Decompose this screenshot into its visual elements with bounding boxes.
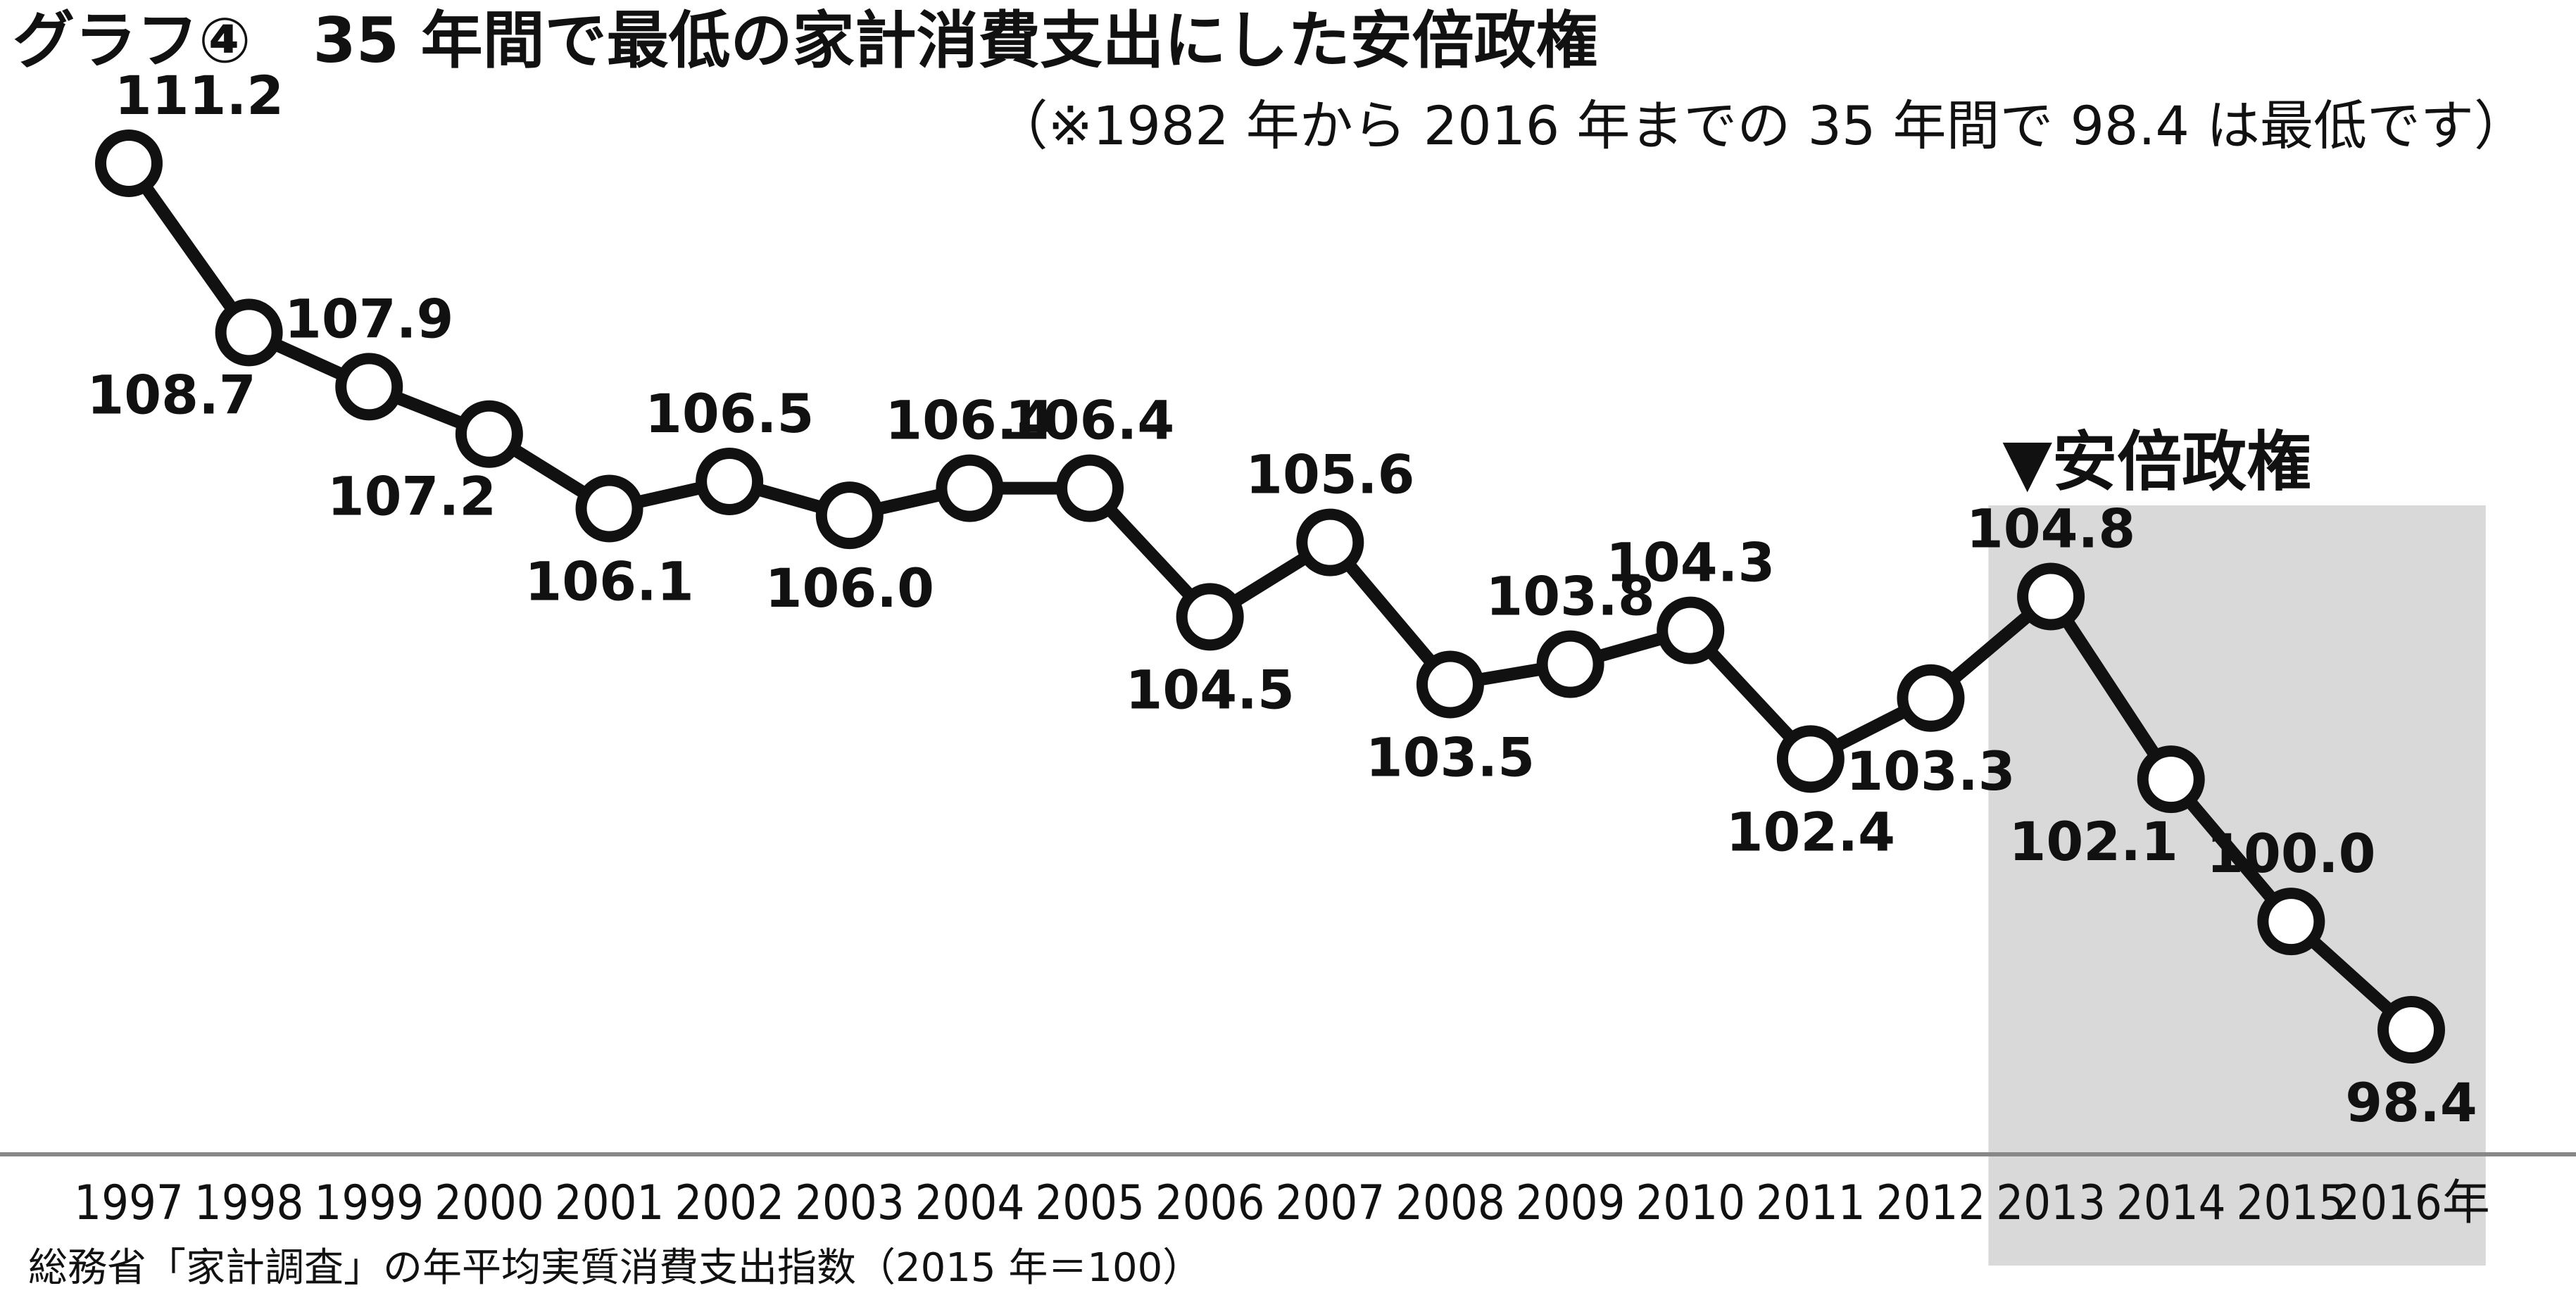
x-tick-label-1997: 1997 <box>74 1175 184 1231</box>
x-tick-label-1998: 1998 <box>194 1175 304 1231</box>
data-label-2001: 106.1 <box>524 550 693 612</box>
data-point-2011 <box>1776 725 1845 793</box>
data-point-2005 <box>1056 454 1124 522</box>
x-tick-label-2009: 2009 <box>1516 1175 1626 1231</box>
data-label-2005: 106.4 <box>1005 389 1174 452</box>
data-point-2012 <box>1897 664 1965 732</box>
x-tick-label-2000: 2000 <box>434 1175 544 1231</box>
x-tick-label-2005: 2005 <box>1035 1175 1145 1231</box>
x-tick-label-2012: 2012 <box>1876 1175 1986 1231</box>
x-tick-label-2007: 2007 <box>1275 1175 1385 1231</box>
x-tick-layer: 1997 1998 1999 2000 2001 2002 2003 2004 2005 2006… <box>74 1175 2490 1231</box>
data-label-2000: 107.2 <box>327 465 496 528</box>
data-point-2001 <box>575 474 643 543</box>
data-label-1997: 111.2 <box>115 64 284 127</box>
data-label-1999: 107.9 <box>284 287 453 350</box>
data-point-2003 <box>815 481 884 550</box>
data-label-2010: 104.3 <box>1606 531 1775 594</box>
data-label-2012: 103.3 <box>1846 740 2015 802</box>
x-tick-label-1999: 1999 <box>314 1175 424 1231</box>
x-tick-label-2013: 2013 <box>1996 1175 2106 1231</box>
data-label-1998: 108.7 <box>87 363 256 426</box>
data-point-2006 <box>1176 583 1244 651</box>
x-tick-label-2010: 2010 <box>1635 1175 1745 1231</box>
data-label-layer: 111.2 108.7 107.9 107.2 106.1 106.5 106.0 106.4… <box>87 64 2477 1134</box>
data-point-1997 <box>95 130 163 197</box>
x-tick-label-2014: 2014 <box>2116 1175 2226 1231</box>
data-label-2007: 105.6 <box>1245 443 1414 506</box>
data-point-2015 <box>2257 888 2325 956</box>
data-label-2015: 100.0 <box>2206 822 2375 885</box>
data-label-2014: 102.1 <box>2009 810 2178 873</box>
x-tick-label-2001: 2001 <box>555 1175 665 1231</box>
chart-title: グラフ④ 35 年間で最低の家計消費支出にした安倍政権 <box>13 4 1598 77</box>
data-label-2006: 104.5 <box>1125 658 1294 721</box>
data-label-2011: 102.4 <box>1726 800 1895 863</box>
data-point-2010 <box>1657 596 1725 664</box>
data-point-2016 <box>2377 996 2445 1064</box>
x-tick-label-2004: 2004 <box>915 1175 1025 1231</box>
source-note: 総務省「家計調査」の年平均実質消費支出指数（2015 年＝100） <box>28 1245 1202 1291</box>
chart-subtitle: （※1982 年から 2016 年までの 35 年間で 98.4 は最低です） <box>994 94 2527 157</box>
x-tick-label-2011: 2011 <box>1756 1175 1866 1231</box>
data-label-2004: 106.4 <box>885 389 1054 452</box>
data-point-2000 <box>455 400 523 468</box>
data-label-2003: 106.0 <box>765 557 934 619</box>
data-point-2004 <box>936 454 1004 522</box>
data-label-2008: 103.5 <box>1366 726 1535 789</box>
data-point-1998 <box>215 298 283 367</box>
data-point-2013 <box>2017 562 2085 631</box>
x-tick-label-2008: 2008 <box>1395 1175 1505 1231</box>
marker-layer <box>95 130 2445 1064</box>
data-label-2009: 103.8 <box>1485 565 1654 628</box>
data-point-2009 <box>1536 630 1604 698</box>
x-tick-label-2006: 2006 <box>1155 1175 1265 1231</box>
data-point-2002 <box>696 448 764 516</box>
data-point-1999 <box>335 353 403 421</box>
x-tick-label-2003: 2003 <box>795 1175 905 1231</box>
x-tick-label-2016: 2016年 <box>2332 1175 2490 1231</box>
data-point-2007 <box>1296 508 1364 576</box>
x-tick-label-2015: 2015 <box>2237 1175 2346 1231</box>
abe-administration-label: ▼安倍政権 <box>2002 424 2311 500</box>
data-label-2016: 98.4 <box>2345 1071 2477 1134</box>
data-label-2002: 106.5 <box>645 382 814 445</box>
data-point-2014 <box>2137 745 2205 814</box>
data-label-2013: 104.8 <box>1966 498 2135 560</box>
x-tick-label-2002: 2002 <box>674 1175 784 1231</box>
data-point-2008 <box>1416 650 1484 719</box>
